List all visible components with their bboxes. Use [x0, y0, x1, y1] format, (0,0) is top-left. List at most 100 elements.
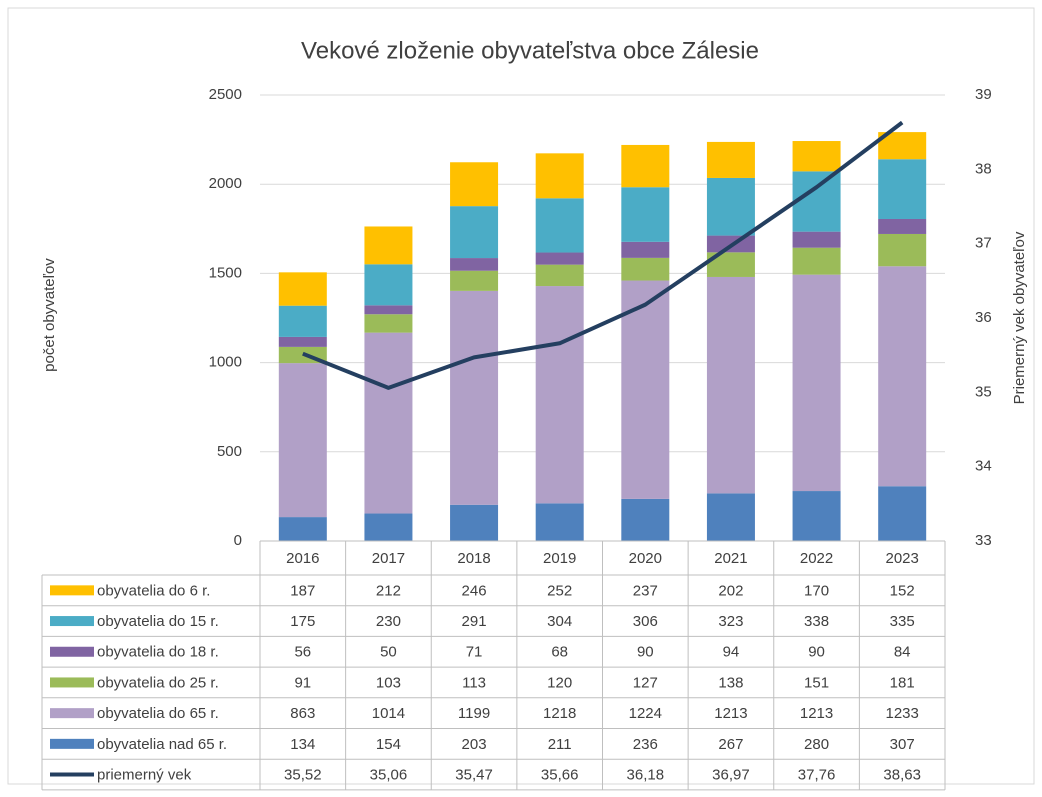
table-value: 154: [376, 736, 401, 753]
x-tick-label: 2017: [372, 550, 405, 567]
table-value: 151: [804, 674, 829, 691]
bar-segment: [621, 144, 670, 188]
table-value: 335: [890, 613, 915, 630]
table-value: 1199: [458, 705, 490, 722]
table-value: 103: [376, 674, 401, 691]
table-value: 38,63: [883, 767, 921, 784]
table-value: 246: [462, 582, 487, 599]
bar-segment: [450, 290, 499, 505]
bar-segment: [792, 247, 841, 275]
bar-segment: [535, 198, 584, 253]
table-value: 36,97: [712, 767, 750, 784]
table-value: 187: [290, 582, 315, 599]
bar-segment: [535, 286, 584, 504]
table-value: 230: [376, 613, 401, 630]
y2-tick-label: 37: [975, 235, 992, 252]
table-value: 35,66: [541, 767, 579, 784]
table-value: 181: [890, 674, 915, 691]
bar-segment: [364, 332, 413, 514]
legend-key: [50, 646, 94, 657]
table-value: 306: [633, 613, 658, 630]
table-value: 50: [380, 644, 397, 661]
y2-tick-label: 36: [975, 309, 992, 326]
y2-axis-label: Priemerný vek obyvateľov: [1011, 231, 1028, 404]
table-value: 307: [890, 736, 915, 753]
legend-label: obyvatelia do 65 r.: [97, 705, 219, 722]
bar-segment: [621, 498, 670, 541]
table-value: 863: [290, 705, 315, 722]
bar-segment: [278, 305, 327, 337]
table-value: 56: [294, 644, 311, 661]
y-axis-label: počet obyvateľov: [41, 258, 58, 372]
y2-tick-label: 33: [975, 532, 992, 549]
legend-key: [50, 738, 94, 749]
bar-segment: [878, 218, 927, 234]
table-value: 1218: [543, 705, 576, 722]
table-value: 90: [808, 644, 825, 661]
legend-key: [50, 616, 94, 627]
bar-segment: [278, 363, 327, 518]
y-tick-label: 1000: [209, 354, 242, 371]
bar-segment: [621, 187, 670, 242]
legend-key: [50, 585, 94, 596]
table-value: 1233: [886, 705, 919, 722]
table-value: 291: [462, 613, 487, 630]
y2-tick-label: 39: [975, 86, 992, 103]
bar-segment: [621, 241, 670, 258]
bar-segment: [792, 274, 841, 492]
bar-segment: [535, 503, 584, 541]
bar-segment: [364, 264, 413, 306]
bar-segment: [450, 504, 499, 541]
bar-segment: [364, 305, 413, 315]
legend-key: [50, 677, 94, 688]
bar-segment: [878, 159, 927, 219]
bar-segment: [706, 493, 755, 541]
table-value: 127: [633, 674, 658, 691]
chart-title: Vekové zloženie obyvateľstva obce Zálesi…: [301, 37, 759, 64]
table-value: 68: [551, 644, 568, 661]
table-value: 237: [633, 582, 658, 599]
y-tick-label: 0: [234, 532, 242, 549]
table-value: 338: [804, 613, 829, 630]
table-value: 90: [637, 644, 654, 661]
legend-label: obyvatelia nad 65 r.: [97, 736, 227, 753]
legend-label: obyvatelia do 6 r.: [97, 582, 210, 599]
table-value: 134: [290, 736, 315, 753]
table-value: 202: [718, 582, 743, 599]
bar-segment: [792, 491, 841, 541]
bar-segment: [450, 270, 499, 291]
table-value: 113: [462, 674, 486, 691]
y2-tick-label: 38: [975, 160, 992, 177]
bar-segment: [621, 257, 670, 281]
y2-tick-label: 34: [975, 458, 992, 475]
x-tick-label: 2016: [286, 550, 319, 567]
table-value: 203: [462, 736, 487, 753]
bar-segment: [450, 206, 499, 259]
table-value: 212: [376, 582, 401, 599]
table-value: 1213: [714, 705, 747, 722]
bar-segment: [878, 266, 927, 487]
x-tick-label: 2021: [714, 550, 747, 567]
table-value: 120: [547, 674, 572, 691]
table-value: 170: [804, 582, 829, 599]
bar-segment: [278, 336, 327, 347]
table-value: 84: [894, 644, 911, 661]
x-tick-label: 2022: [800, 550, 833, 567]
table-value: 37,76: [798, 767, 836, 784]
table-value: 35,06: [370, 767, 408, 784]
bar-segment: [535, 252, 584, 265]
bar-segment: [792, 231, 841, 248]
y2-tick-label: 35: [975, 383, 992, 400]
chart-border: [7, 7, 1035, 785]
y-tick-label: 2000: [209, 175, 242, 192]
y-tick-label: 2500: [209, 86, 242, 103]
table-value: 1224: [629, 705, 662, 722]
x-tick-label: 2020: [629, 550, 662, 567]
table-value: 138: [718, 674, 743, 691]
table-value: 1014: [372, 705, 405, 722]
line: [302, 120, 904, 390]
bar-segment: [706, 276, 755, 494]
table-value: 323: [718, 613, 743, 630]
table-value: 175: [290, 613, 315, 630]
table-value: 211: [548, 736, 572, 753]
